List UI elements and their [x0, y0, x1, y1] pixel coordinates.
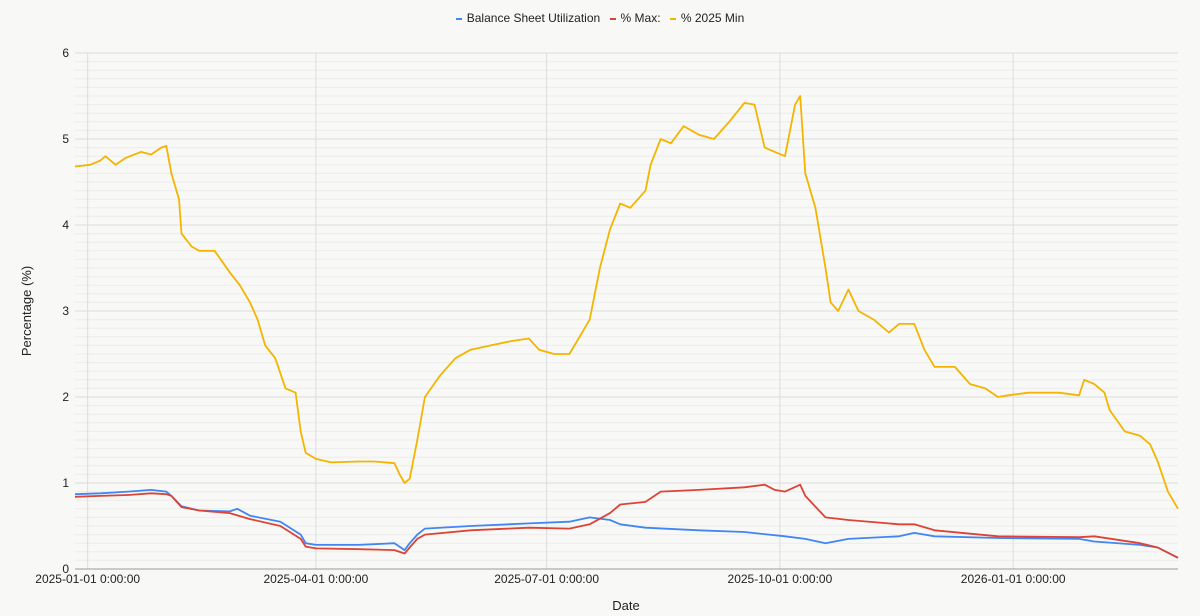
series-line-1 [74, 483, 1179, 559]
legend-label: % Max: [620, 11, 661, 25]
y-tick-label: 5 [62, 132, 69, 146]
series-line-2 [74, 95, 1179, 510]
series-lines [74, 95, 1179, 559]
legend-label: Balance Sheet Utilization [466, 11, 601, 25]
x-tick-label: 2025-10-01 0:00:00 [728, 572, 833, 586]
legend-swatch-icon [609, 17, 616, 20]
legend-item-2025-min[interactable]: % 2025 Min [669, 11, 745, 25]
y-tick-label: 3 [62, 304, 69, 318]
legend-item-balance-sheet-utilization[interactable]: Balance Sheet Utilization [455, 11, 601, 25]
legend: Balance Sheet Utilization % Max: % 2025 … [0, 11, 1200, 25]
y-axis-label: Percentage (%) [19, 266, 34, 356]
x-tick-label: 2025-01-01 0:00:00 [35, 572, 140, 586]
y-tick-label: 4 [62, 218, 69, 232]
legend-swatch-icon [455, 17, 462, 20]
axis-ticks: 2025-01-01 0:00:00 2025-04-01 0:00:00 2025… [35, 46, 1178, 586]
legend-swatch-icon [669, 17, 676, 20]
x-tick-label: 2025-07-01 0:00:00 [494, 572, 599, 586]
y-tick-label: 6 [62, 46, 69, 60]
gridlines [75, 52, 1178, 570]
x-tick-label: 2025-04-01 0:00:00 [264, 572, 369, 586]
legend-item-max[interactable]: % Max: [609, 11, 661, 25]
legend-label: % 2025 Min [680, 11, 745, 25]
y-tick-label: 2 [62, 390, 69, 404]
x-axis-label: Date [612, 598, 639, 613]
y-tick-label: 0 [62, 562, 69, 576]
x-tick-label: 2026-01-01 0:00:00 [961, 572, 1066, 586]
y-tick-label: 1 [62, 476, 69, 490]
